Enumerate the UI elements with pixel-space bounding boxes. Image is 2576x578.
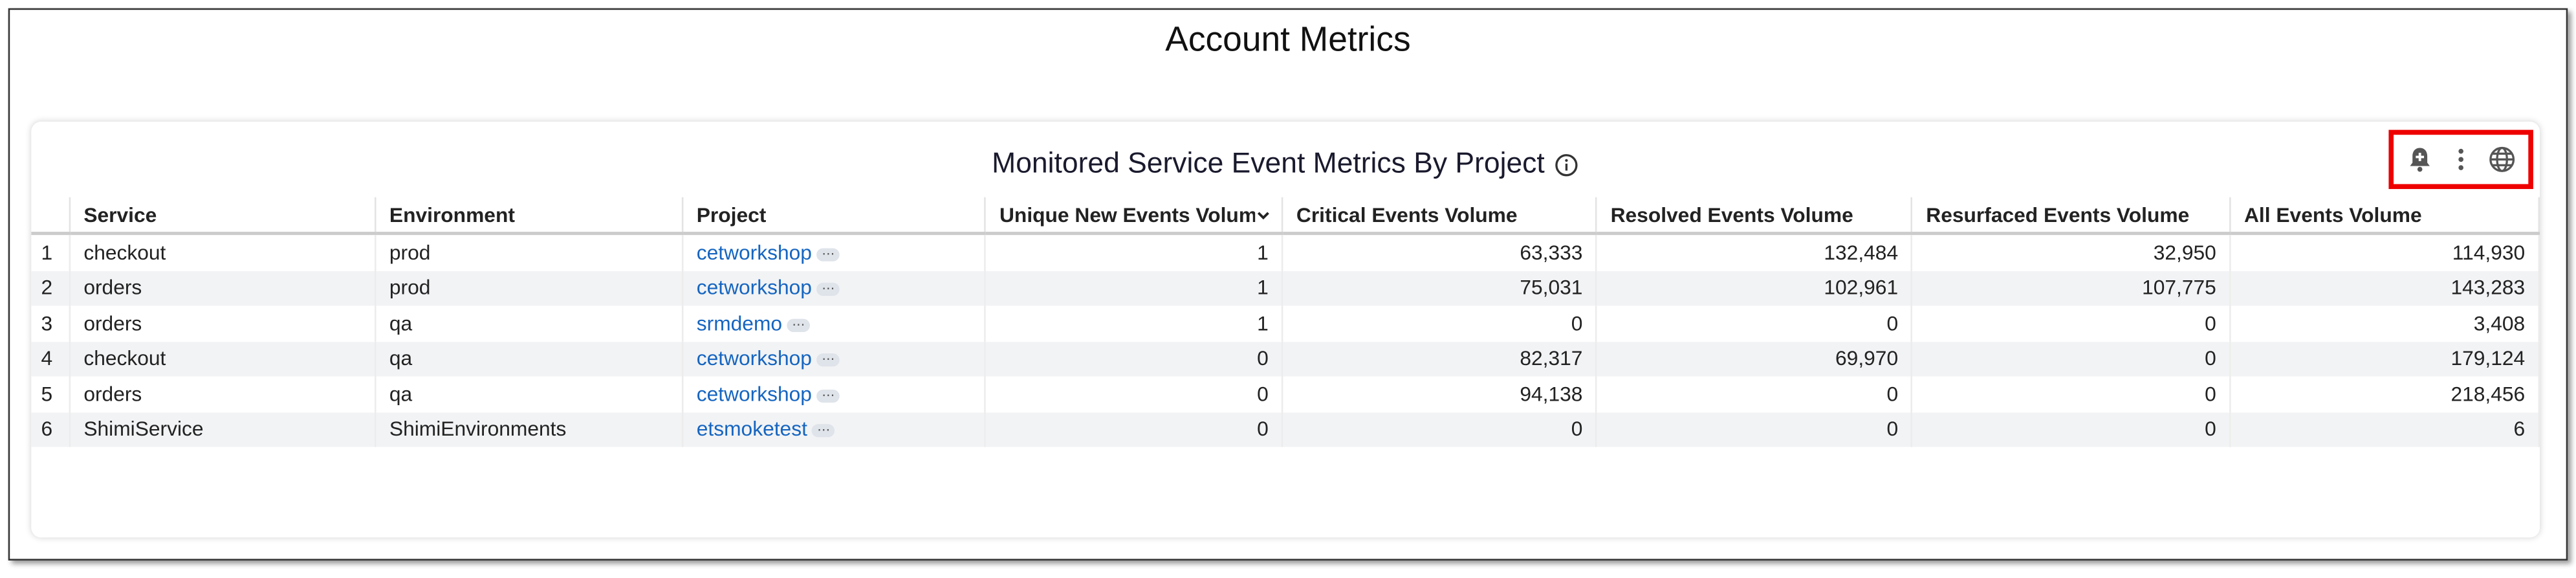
more-pill[interactable]: ⋯ [816, 282, 840, 296]
cell: 1 [985, 270, 1283, 306]
row-index: 3 [31, 306, 71, 341]
cell: ShimiEnvironments [375, 412, 684, 447]
cell: cetworkshop ⋯ [682, 270, 987, 306]
project-link[interactable]: srmdemo [696, 311, 783, 335]
more-pill[interactable]: ⋯ [816, 353, 840, 367]
dashboard: Account Metrics Monitored Service Event … [8, 8, 2568, 561]
more-pill[interactable]: ⋯ [816, 247, 840, 261]
table-row: 2 orders prod cetworkshop ⋯ 1 75,031 102,961 107… [31, 270, 2540, 306]
table-row: 4 checkout qa cetworkshop ⋯ 0 82,317 69,970 0 179… [31, 340, 2540, 377]
dashboard-title: Account Metrics [1165, 21, 1411, 60]
cell: srmdemo ⋯ [682, 306, 987, 341]
project-link[interactable]: cetworkshop [696, 276, 812, 300]
header-row: Service Environment Project Unique New Even… [31, 197, 2540, 236]
cell: checkout [69, 340, 377, 377]
table-body: 1 checkout prod cetworkshop ⋯ 1 63,333 132,484 3… [31, 233, 2540, 447]
table-row: 6 ShimiService ShimiEnvironments etsmoketes… [31, 412, 2540, 447]
cell: prod [375, 233, 684, 271]
cell: 0 [1282, 306, 1598, 341]
cell: cetworkshop ⋯ [682, 233, 987, 271]
cell: qa [375, 376, 684, 412]
metrics-table: Service Environment Project Unique New Even… [31, 197, 2540, 447]
panel-title-row: Monitored Service Event Metrics By Proje… [31, 146, 2540, 181]
table-row: 1 checkout prod cetworkshop ⋯ 1 63,333 132,484 3… [31, 233, 2540, 271]
cell: prod [375, 270, 684, 306]
row-index: 2 [31, 270, 71, 306]
cell: 94,138 [1282, 376, 1598, 412]
cell: 218,456 [2230, 376, 2540, 412]
cell: ShimiService [69, 412, 377, 447]
cell: 1 [985, 306, 1283, 341]
info-icon[interactable] [1555, 153, 1579, 177]
cell: 0 [1596, 306, 1913, 341]
more-pill[interactable]: ⋯ [787, 318, 811, 332]
cell: 1 [985, 233, 1283, 271]
cell: 107,775 [1912, 270, 2231, 306]
more-pill[interactable]: ⋯ [816, 388, 840, 403]
project-link[interactable]: cetworkshop [696, 241, 812, 265]
more-pill[interactable]: ⋯ [812, 424, 836, 438]
row-index: 4 [31, 340, 71, 377]
project-link[interactable]: cetworkshop [696, 347, 812, 371]
column-header[interactable]: All Events Volume [2230, 197, 2540, 236]
cell: qa [375, 306, 684, 341]
cell: 132,484 [1596, 233, 1913, 271]
cell: 0 [985, 340, 1283, 377]
cell: 114,930 [2230, 233, 2540, 271]
add-alert-button[interactable] [2405, 144, 2434, 174]
table-row: 3 orders qa srmdemo ⋯ 1 0 0 0 3,408 [31, 306, 2540, 341]
row-index: 1 [31, 233, 71, 271]
cell: 0 [985, 376, 1283, 412]
column-header[interactable]: Resurfaced Events Volume [1912, 197, 2231, 236]
cell: etsmoketest ⋯ [682, 412, 987, 447]
cell: 69,970 [1596, 340, 1913, 377]
panel: Monitored Service Event Metrics By Proje… [31, 121, 2540, 538]
row-index: 5 [31, 376, 71, 412]
cell: checkout [69, 233, 377, 271]
cell: 0 [985, 412, 1283, 447]
column-header[interactable]: Critical Events Volume [1282, 197, 1598, 236]
index-header [31, 197, 71, 236]
cell: 102,961 [1596, 270, 1913, 306]
globe-button[interactable] [2488, 144, 2518, 174]
column-header[interactable]: Resolved Events Volume [1596, 197, 1913, 236]
cell: 179,124 [2230, 340, 2540, 377]
cell: 0 [1282, 412, 1598, 447]
cell: 143,283 [2230, 270, 2540, 306]
cell: 0 [1912, 412, 2231, 447]
panel-title: Monitored Service Event Metrics By Proje… [992, 146, 1545, 179]
cell: 0 [1912, 376, 2231, 412]
toolbar [2388, 129, 2533, 190]
cell: 0 [1596, 412, 1913, 447]
menu-button[interactable] [2456, 144, 2466, 174]
cell: 0 [1912, 306, 2231, 341]
column-header[interactable]: Environment [375, 197, 684, 236]
column-header[interactable]: Service [69, 197, 377, 236]
sort-icon[interactable] [1255, 206, 1272, 224]
column-header[interactable]: Project [682, 197, 987, 236]
cell: 3,408 [2230, 306, 2540, 341]
cell: 0 [1912, 340, 2231, 377]
table-row: 5 orders qa cetworkshop ⋯ 0 94,138 0 0 218,456 [31, 376, 2540, 412]
cell: qa [375, 340, 684, 377]
project-link[interactable]: cetworkshop [696, 383, 812, 406]
cell: orders [69, 376, 377, 412]
cell: 75,031 [1282, 270, 1598, 306]
cell: cetworkshop ⋯ [682, 376, 987, 412]
cell: 32,950 [1912, 233, 2231, 271]
cell: 6 [2230, 412, 2540, 447]
cell: orders [69, 270, 377, 306]
column-header[interactable]: Unique New Events Volume [985, 197, 1283, 236]
cell: 63,333 [1282, 233, 1598, 271]
cell: cetworkshop ⋯ [682, 340, 987, 377]
cell: 0 [1596, 376, 1913, 412]
project-link[interactable]: etsmoketest [696, 417, 807, 441]
row-index: 6 [31, 412, 71, 447]
cell: 82,317 [1282, 340, 1598, 377]
cell: orders [69, 306, 377, 341]
